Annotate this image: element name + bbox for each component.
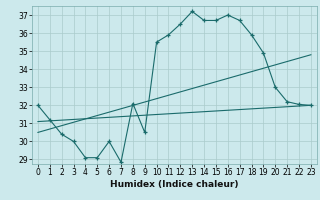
X-axis label: Humidex (Indice chaleur): Humidex (Indice chaleur) bbox=[110, 180, 239, 189]
